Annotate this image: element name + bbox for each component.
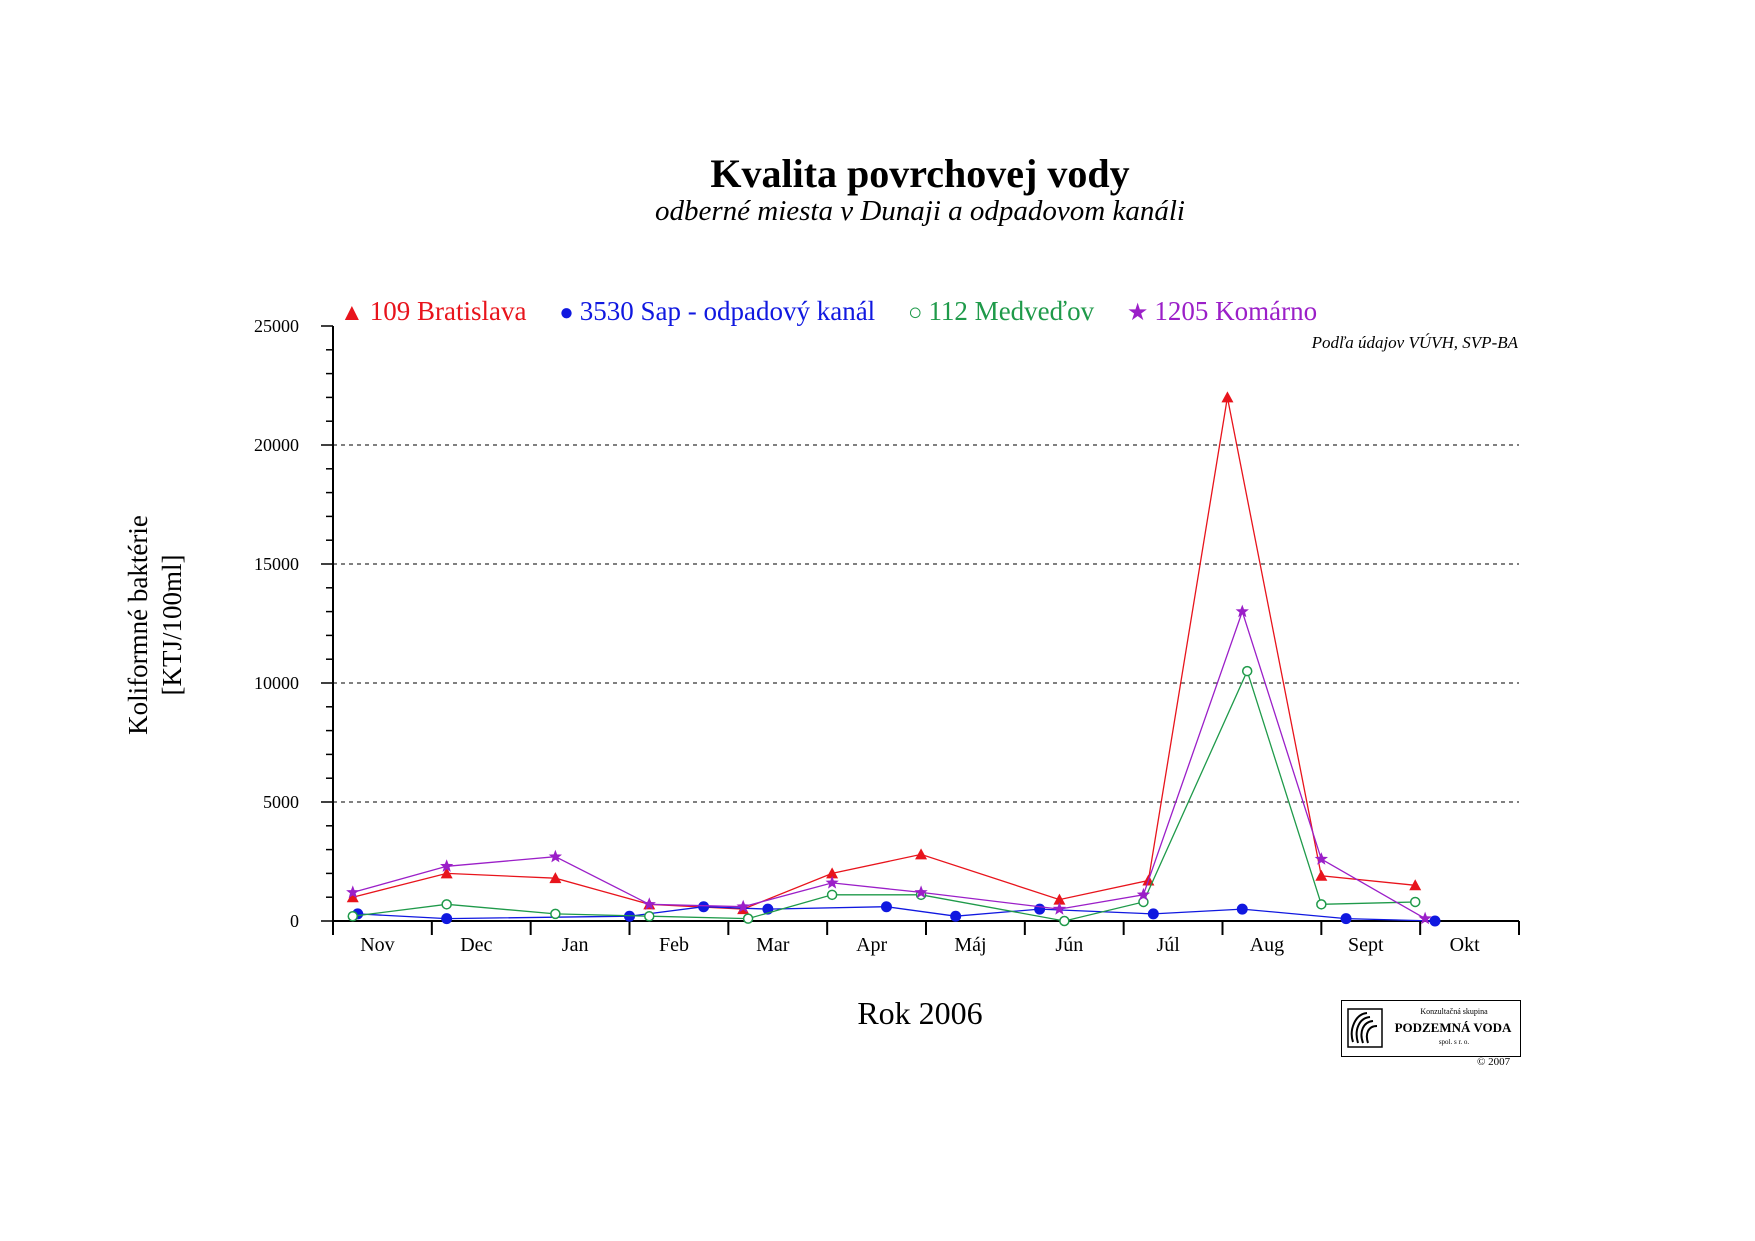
chart-subtitle: odberné miesta v Dunaji a odpadovom kaná… <box>655 195 1185 227</box>
data-point-open-circle <box>1316 899 1327 910</box>
logo-icon <box>1347 1008 1383 1048</box>
y-tick-label: 20000 <box>254 435 299 455</box>
data-point-triangle <box>1053 893 1066 905</box>
legend-item-bratislava: ▲ 109 Bratislava <box>340 296 533 326</box>
y-tick-label: 10000 <box>254 673 299 693</box>
data-point-triangle <box>826 867 839 879</box>
data-point-star <box>1136 887 1151 901</box>
x-tick-label: Feb <box>659 934 689 956</box>
data-point-star <box>1314 852 1328 865</box>
legend-label: 1205 Komárno <box>1154 296 1318 326</box>
data-point-filled-circle <box>1429 915 1441 927</box>
legend-item-medvedov: ○ 112 Medveďov <box>908 296 1101 326</box>
y-axis-label-line2: [KTJ/100ml] <box>157 554 187 696</box>
series-1 <box>352 901 1441 927</box>
data-point-triangle <box>549 872 562 884</box>
logo-sub-text: spol. s r. o. <box>1438 1038 1470 1046</box>
star-icon: ★ <box>1126 300 1149 326</box>
series-0 <box>346 391 1422 915</box>
data-point-star <box>1052 902 1067 915</box>
x-tick-label: Júl <box>1156 934 1180 956</box>
legend-label: 3530 Sap - odpadový kanál <box>579 296 876 326</box>
y-axis-label-line1: Koliformné baktérie <box>123 515 153 735</box>
company-logo: Konzultačná skupina PODZEMNÁ VODA spol. … <box>1341 1000 1521 1057</box>
x-tick-label: Mar <box>756 934 790 956</box>
y-tick-label: 0 <box>290 911 299 931</box>
series-3 <box>346 604 1432 925</box>
legend-item-komarno: ★ 1205 Komárno <box>1127 296 1317 326</box>
data-point-triangle <box>346 891 359 903</box>
data-point-star <box>346 885 360 899</box>
series-line <box>352 397 1416 910</box>
data-point-filled-circle <box>698 901 710 913</box>
data-point-star <box>548 849 562 863</box>
x-tick-label: Sept <box>1348 934 1384 956</box>
triangle-icon: ▲ <box>340 300 364 326</box>
data-point-open-circle <box>742 913 754 924</box>
series-line <box>357 906 1436 922</box>
x-tick-label: Nov <box>360 934 394 956</box>
logo-small-text: Konzultačná skupina <box>1420 1007 1488 1016</box>
x-tick-label: Aug <box>1250 934 1284 956</box>
data-point-open-circle <box>1241 665 1253 677</box>
data-point-open-circle <box>550 908 561 920</box>
data-point-open-circle <box>644 910 655 922</box>
y-tick-label: 5000 <box>263 792 299 812</box>
grid-lines <box>333 444 1519 803</box>
data-point-open-circle <box>1409 896 1421 908</box>
data-point-open-circle <box>441 899 452 910</box>
chart-title: Kvalita povrchovej vody <box>710 151 1130 196</box>
x-tick-label: Máj <box>954 934 986 956</box>
logo-main-text: PODZEMNÁ VODA <box>1394 1020 1512 1035</box>
y-axis-label: Koliformné baktérie [KTJ/100ml] <box>121 425 189 825</box>
data-point-star <box>825 875 839 889</box>
data-point-filled-circle <box>1340 913 1352 925</box>
legend-item-sap: ● 3530 Sap - odpadový kanál <box>559 296 882 326</box>
y-tick-label: 15000 <box>254 554 299 574</box>
data-point-triangle <box>440 867 453 879</box>
x-tick-label: Jan <box>562 934 589 956</box>
series-line <box>352 609 1426 920</box>
data-point-filled-circle <box>880 901 892 913</box>
series-line <box>352 669 1416 922</box>
data-point-star <box>642 897 656 910</box>
data-point-triangle <box>1409 879 1422 891</box>
data-point-triangle <box>1221 391 1234 403</box>
source-note: Podľa údajov VÚVH, SVP-BA <box>1311 333 1518 352</box>
data-point-filled-circle <box>1236 903 1248 915</box>
x-tick-label: Okt <box>1450 934 1480 956</box>
data-point-filled-circle <box>441 913 453 925</box>
data-point-star <box>1235 604 1249 618</box>
data-point-star <box>440 859 454 872</box>
axes: 0 5000 10000 15000 20000 25000 Nov Dec Jan Feb Mar… <box>254 316 1520 956</box>
data-point-filled-circle <box>1034 903 1046 915</box>
x-tick-label: Jún <box>1055 934 1083 956</box>
data-point-filled-circle <box>1147 908 1159 920</box>
data-point-filled-circle <box>950 910 962 922</box>
x-tick-label: Apr <box>856 934 887 956</box>
data-point-open-circle <box>347 910 359 922</box>
legend-label: 109 Bratislava <box>369 296 527 326</box>
legend-label: 112 Medveďov <box>928 296 1095 326</box>
data-point-triangle <box>1315 869 1328 881</box>
x-axis-label: Rok 2006 <box>857 995 983 1031</box>
legend: ▲ 109 Bratislava ● 3530 Sap - odpadový kan… <box>340 296 1343 327</box>
y-tick-label: 25000 <box>254 316 299 336</box>
data-point-open-circle <box>826 889 838 901</box>
data-point-star <box>914 885 928 899</box>
filled-circle-icon: ● <box>559 300 574 326</box>
data-point-triangle <box>915 848 928 860</box>
data-point-star <box>736 899 750 913</box>
copyright: © 2007 <box>1477 1056 1511 1068</box>
x-tick-label: Dec <box>460 934 492 956</box>
open-circle-icon: ○ <box>907 300 923 326</box>
data-point-open-circle <box>1059 915 1070 927</box>
series-2 <box>347 665 1421 927</box>
data-point-star <box>1418 911 1432 925</box>
series-lines <box>346 391 1441 927</box>
